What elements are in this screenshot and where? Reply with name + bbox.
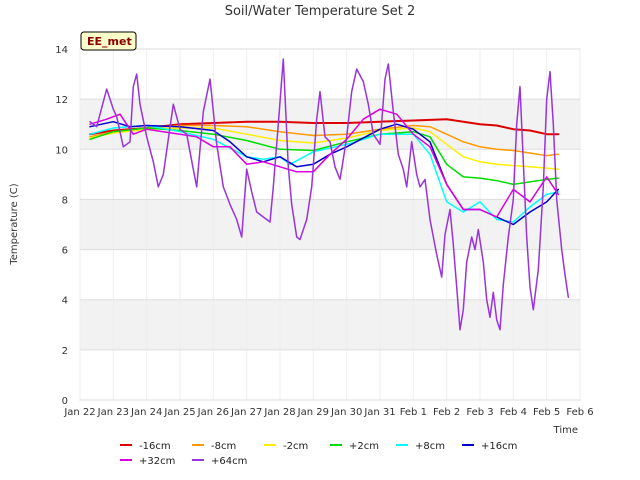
- y-axis-label: Temperature (C): [9, 183, 20, 265]
- y-axis-ticks: 0 2 4 6 8 10 12 14: [55, 45, 580, 407]
- x-tick-label: Jan 30: [330, 407, 362, 418]
- chart-title: Soil/Water Temperature Set 2: [225, 4, 416, 19]
- legend-label: +64cm: [211, 456, 247, 467]
- x-tick-label: Feb 5: [533, 407, 560, 418]
- y-tick-label: 8: [62, 195, 68, 206]
- x-tick-label: Feb 4: [500, 407, 527, 418]
- legend-label: +8cm: [415, 441, 445, 452]
- x-tick-label: Jan 29: [297, 407, 329, 418]
- series-lines: [89, 58, 570, 331]
- x-tick-label: Jan 23: [97, 407, 129, 418]
- y-tick-label: 4: [62, 296, 68, 307]
- x-tick-label: Feb 2: [433, 407, 460, 418]
- x-axis-label: Time: [553, 425, 578, 436]
- legend-label: +32cm: [139, 456, 175, 467]
- x-tick-label: Jan 24: [130, 407, 162, 418]
- x-tick-label: Jan 26: [197, 407, 229, 418]
- x-axis-ticks: Jan 22 Jan 23 Jan 24 Jan 25 Jan 26 Jan 27 Jan …: [63, 407, 593, 418]
- x-tick-label: Jan 22: [63, 407, 95, 418]
- legend-label: -16cm: [139, 441, 171, 452]
- y-tick-label: 2: [62, 346, 68, 357]
- x-tick-label: Feb 6: [566, 407, 593, 418]
- y-tick-label: 10: [55, 145, 68, 156]
- y-tick-label: 14: [55, 45, 68, 56]
- y-tick-label: 12: [55, 95, 68, 106]
- plot-band: [80, 149, 580, 200]
- series-line: [89, 108, 560, 218]
- plot-band: [80, 249, 580, 300]
- plot-band: [80, 299, 580, 350]
- plot-band: [80, 199, 580, 250]
- legend-label: +16cm: [481, 441, 517, 452]
- y-tick-label: 6: [62, 246, 68, 257]
- x-tick-label: Feb 1: [400, 407, 427, 418]
- series-line: [89, 58, 570, 331]
- x-tick-label: Jan 31: [363, 407, 395, 418]
- x-tick-label: Jan 28: [263, 407, 295, 418]
- x-tick-label: Jan 27: [230, 407, 262, 418]
- station-badge: EE_met: [80, 31, 137, 51]
- plot-band: [80, 349, 580, 400]
- x-tick-label: Feb 3: [466, 407, 493, 418]
- x-tick-label: Jan 25: [163, 407, 195, 418]
- series-line: [89, 124, 560, 157]
- plot-bands: [80, 49, 580, 400]
- legend: -16cm -8cm -2cm +2cm +8cm +16cm +32cm +64cm: [120, 441, 517, 467]
- legend-label: -8cm: [211, 441, 236, 452]
- series-line: [89, 127, 560, 186]
- legend-label: +2cm: [349, 441, 379, 452]
- legend-label: -2cm: [283, 441, 308, 452]
- station-badge-label: EE_met: [87, 35, 132, 48]
- plot-band: [80, 49, 580, 100]
- y-tick-label: 0: [62, 396, 68, 407]
